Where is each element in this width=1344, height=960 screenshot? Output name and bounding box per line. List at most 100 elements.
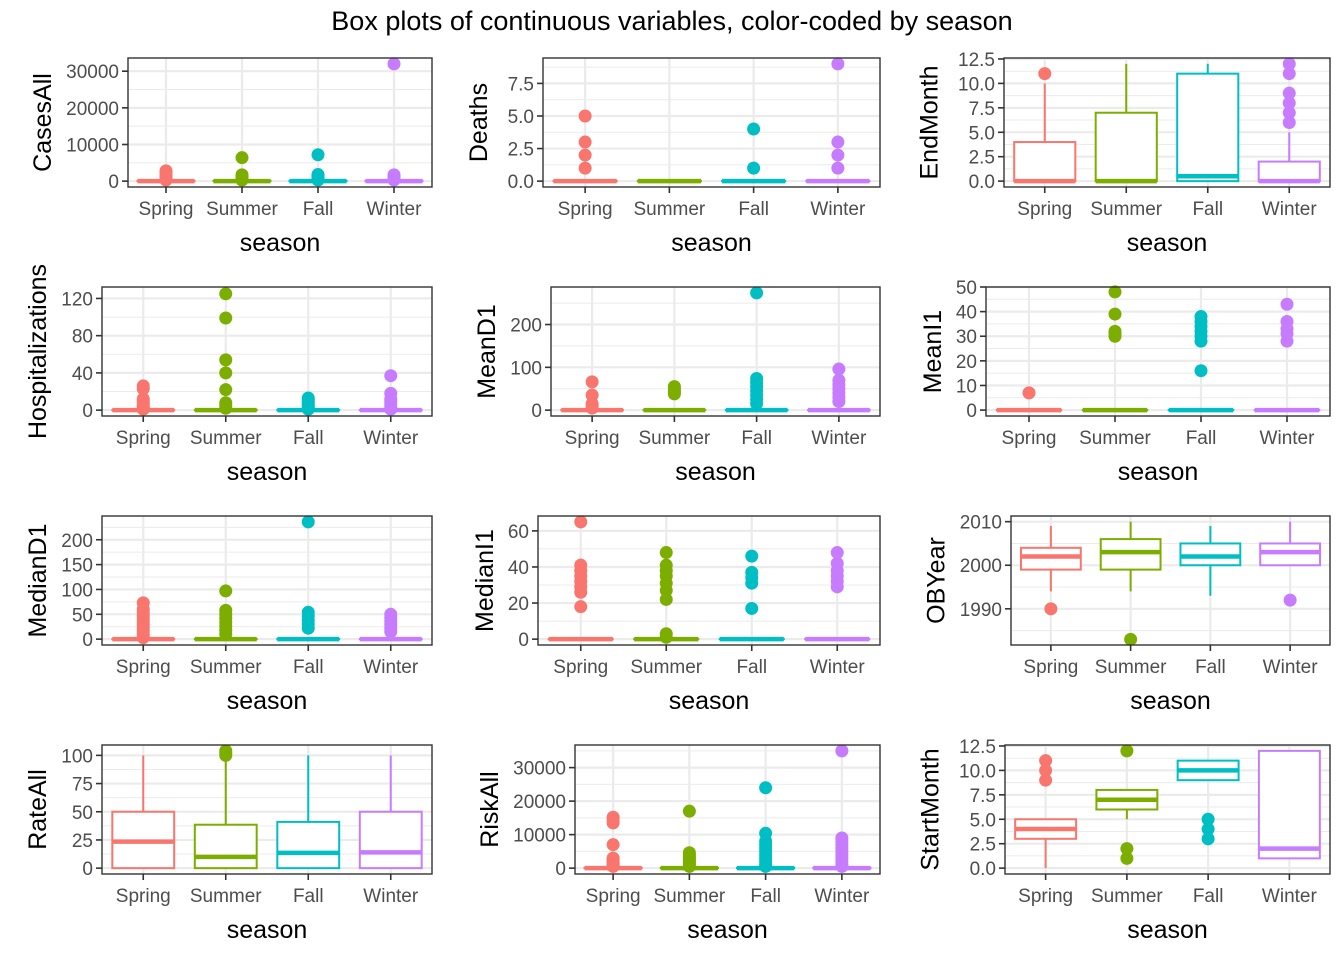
panel-obyear: 1990 2000 2010 Spring Summer Fall Winter season… <box>923 513 1331 715</box>
y-axis-title: RiskAll <box>476 771 504 847</box>
panel-rateall: 0 25 50 75 100 Spring Summer Fall Winter season Ra… <box>24 744 433 944</box>
y-tick-label: 0.0 <box>508 172 534 193</box>
y-axis-title: CasesAll <box>29 73 57 172</box>
outlier-point <box>384 369 398 383</box>
outlier-point <box>831 57 845 71</box>
x-tick-label: Winter <box>810 199 866 220</box>
box-iqr <box>1094 111 1158 183</box>
panel-border <box>1010 515 1331 646</box>
outlier-point <box>311 148 325 162</box>
box-fall <box>276 391 341 416</box>
box-winter <box>358 607 423 642</box>
outlier-point <box>831 135 845 149</box>
outlier-point <box>574 558 588 572</box>
y-tick-label: 80 <box>72 327 93 348</box>
outlier-point <box>1039 773 1053 787</box>
x-axis-title: season <box>227 687 308 715</box>
y-tick-label: 30000 <box>66 62 119 83</box>
y-tick-label: 0 <box>108 172 119 193</box>
box-winter <box>358 369 423 416</box>
x-tick-label: Spring <box>586 886 641 907</box>
outlier-point <box>1280 297 1294 311</box>
outlier-point <box>606 838 620 852</box>
plot-background <box>575 745 880 874</box>
outlier-point <box>387 168 401 182</box>
box-fall <box>1179 526 1242 596</box>
x-axis-title: season <box>675 458 756 486</box>
x-tick-label: Winter <box>363 657 419 678</box>
y-tick-label: 0 <box>82 630 93 651</box>
outlier-point <box>1108 307 1122 321</box>
outlier-point <box>159 164 173 178</box>
panel-border <box>101 744 433 875</box>
panel-hospitalizations: 0 40 80 120 Spring Summer Fall Winter season Hosp… <box>24 264 433 486</box>
outlier-point <box>1201 812 1215 826</box>
y-tick-label: 0.0 <box>970 859 996 880</box>
y-axis-title: EndMonth <box>916 66 944 180</box>
y-tick-label: 1990 <box>960 600 1002 621</box>
x-tick-label: Spring <box>139 199 194 220</box>
panel-border <box>537 515 881 646</box>
outlier-point <box>1039 763 1053 777</box>
y-tick-label: 50 <box>72 605 93 626</box>
y-tick-label: 150 <box>61 556 93 577</box>
outlier-point <box>1108 324 1122 338</box>
y-tick-label: 50 <box>956 278 977 299</box>
plot-background <box>102 516 432 645</box>
outlier-point <box>384 386 398 400</box>
outlier-point <box>219 744 233 758</box>
box-spring <box>1013 67 1077 184</box>
outlier-point <box>1044 602 1058 616</box>
x-tick-label: Spring <box>1017 199 1072 220</box>
y-axis-title: Deaths <box>465 83 493 162</box>
outlier-point <box>747 122 761 136</box>
outlier-point <box>578 135 592 149</box>
x-axis-title: season <box>1130 687 1211 715</box>
box-spring <box>995 386 1063 413</box>
box-fall <box>718 549 785 642</box>
y-tick-label: 12.5 <box>959 737 996 758</box>
y-tick-label: 10.0 <box>959 761 996 782</box>
outlier-point <box>219 311 233 325</box>
y-axis-title: OBYear <box>923 537 951 624</box>
x-tick-label: Spring <box>1018 886 1073 907</box>
y-tick-label: 100 <box>61 746 93 767</box>
box-winter <box>812 744 872 873</box>
y-tick-label: 75 <box>72 775 93 796</box>
panel-border <box>574 744 881 875</box>
panel-border <box>101 515 433 646</box>
x-tick-label: Winter <box>811 428 867 449</box>
outlier-point <box>832 373 846 387</box>
outlier-point <box>578 109 592 123</box>
box-winter <box>1253 297 1321 413</box>
box-summer <box>193 287 258 415</box>
panel-startmonth: 0.0 2.5 5.0 7.5 10.0 12.5 Spring Summer Fall Wint… <box>917 737 1331 944</box>
outlier-point <box>831 148 845 162</box>
y-tick-label: 10000 <box>66 135 119 156</box>
box-iqr <box>1176 72 1240 183</box>
x-tick-label: Summer <box>190 428 262 449</box>
box-spring <box>583 810 643 873</box>
x-tick-label: Spring <box>558 199 613 220</box>
y-tick-label: 200 <box>510 316 542 337</box>
box-spring <box>136 164 196 187</box>
box-spring <box>547 515 614 642</box>
x-tick-label: Winter <box>1263 657 1319 678</box>
box-iqr <box>1257 749 1321 860</box>
panel-border <box>1003 57 1331 188</box>
outlier-point <box>606 851 620 865</box>
x-tick-label: Fall <box>293 657 324 678</box>
y-tick-label: 0 <box>966 401 977 422</box>
outlier-point <box>832 362 846 376</box>
box-fall <box>276 515 341 642</box>
x-tick-label: Fall <box>741 428 772 449</box>
x-tick-label: Spring <box>116 657 171 678</box>
outlier-point <box>682 846 696 860</box>
outlier-point <box>219 366 233 380</box>
box-spring <box>111 596 176 645</box>
panel-border <box>1004 744 1331 875</box>
box-fall <box>276 755 341 870</box>
outlier-point <box>219 287 233 301</box>
outlier-point <box>750 286 764 300</box>
x-tick-label: Summer <box>638 428 710 449</box>
